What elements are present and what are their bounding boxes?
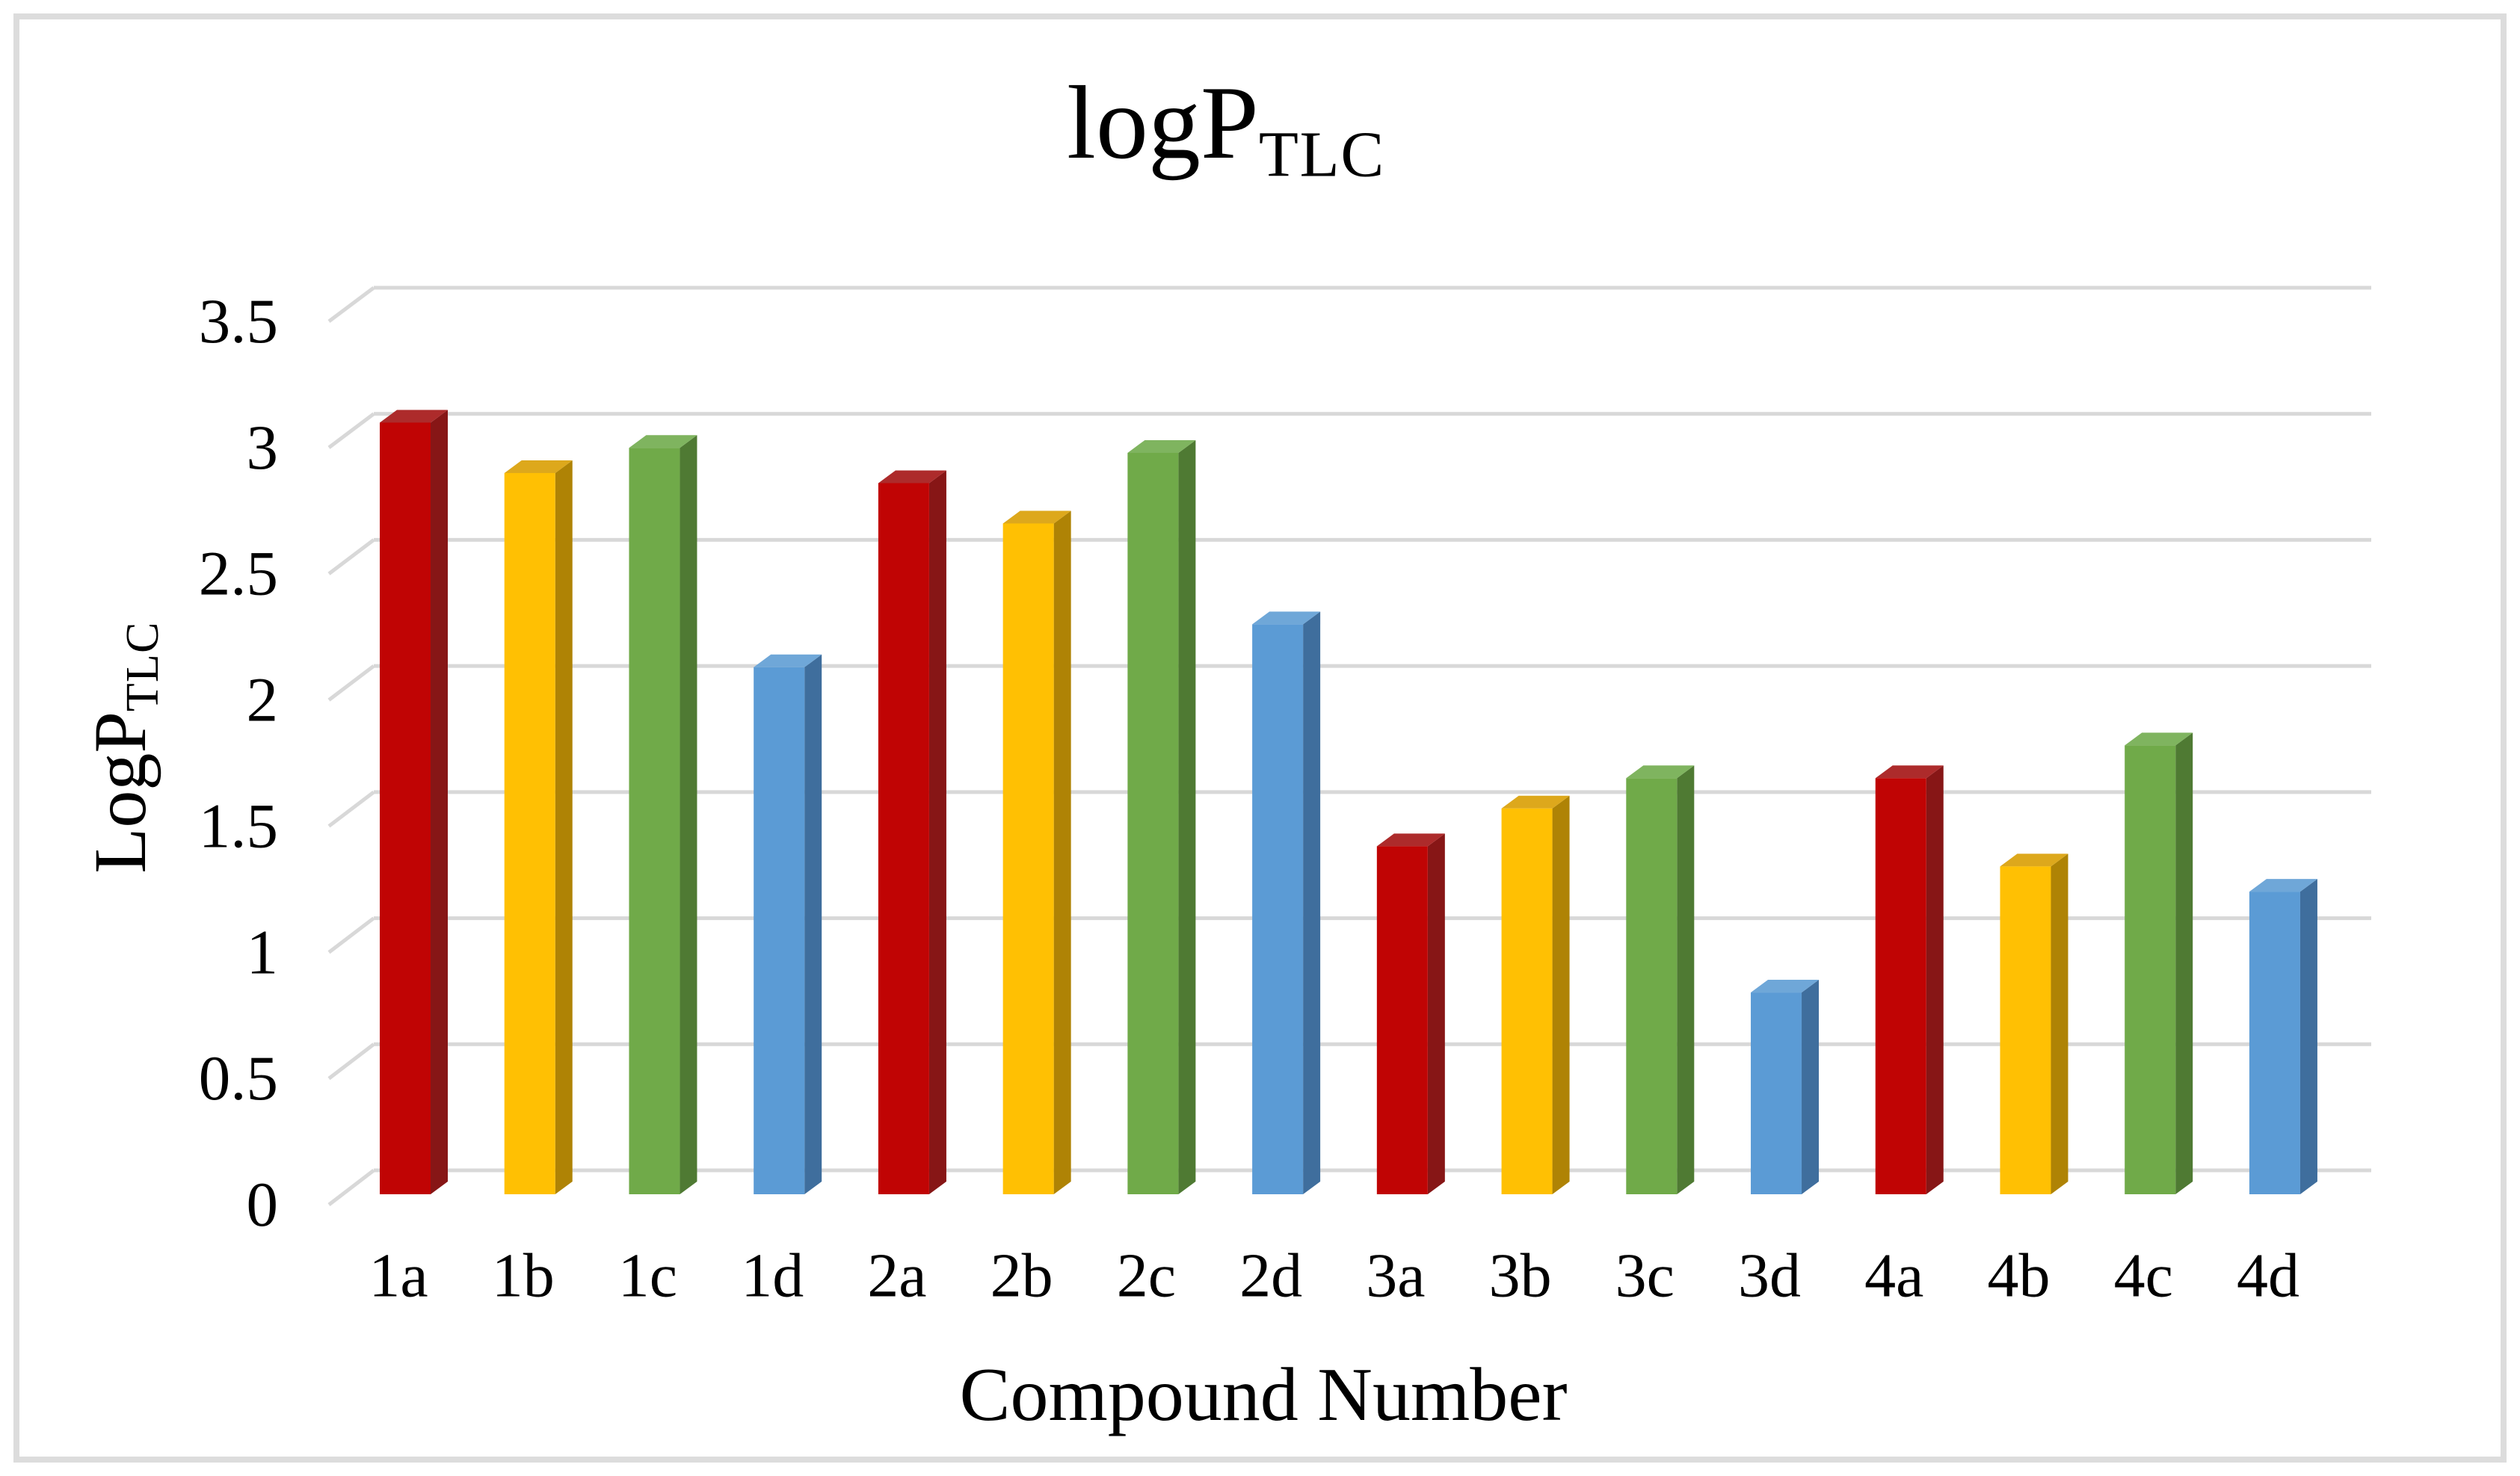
- bar-2b-front: [1002, 523, 1054, 1194]
- bar-4b-top: [2000, 853, 2068, 867]
- bar-4c-top: [2125, 732, 2193, 746]
- xtick-label-2b: 2b: [991, 1241, 1053, 1311]
- xtick-label-1b: 1b: [492, 1241, 555, 1311]
- bar-1a-front: [380, 422, 431, 1195]
- bar-2d-top: [1252, 611, 1321, 625]
- ytick-label-3: 3: [247, 413, 279, 483]
- bar-2c-side: [1178, 439, 1196, 1194]
- xtick-label-4b: 4b: [1987, 1241, 2050, 1311]
- bar-3d-side: [1802, 980, 1820, 1194]
- bar-2c-top: [1127, 439, 1196, 453]
- bar-1d-top: [754, 654, 822, 667]
- ytick-label-1.5: 1.5: [199, 791, 278, 861]
- ytick-diagonal-3.5: [327, 286, 375, 323]
- bar-1b-top: [504, 460, 573, 473]
- ytick-label-3.5: 3.5: [199, 286, 278, 356]
- bar-1d-front: [754, 667, 805, 1194]
- bar-4b-side: [2051, 853, 2068, 1194]
- ytick-diagonal-2: [327, 664, 375, 702]
- chart-title-main: logP: [1067, 65, 1259, 181]
- bar-3b-side: [1552, 795, 1570, 1194]
- xtick-label-3c: 3c: [1615, 1241, 1675, 1311]
- xtick-label-2c: 2c: [1117, 1241, 1176, 1311]
- chart-title: logPTLC: [1067, 66, 1385, 191]
- bar-3c-side: [1677, 765, 1695, 1194]
- bar-3d-front: [1751, 992, 1802, 1194]
- ytick-label-2: 2: [247, 665, 279, 735]
- ytick-label-0: 0: [247, 1170, 279, 1240]
- ytick-label-0.5: 0.5: [199, 1043, 278, 1114]
- xtick-label-1a: 1a: [369, 1241, 428, 1311]
- bar-1b-side: [555, 460, 573, 1194]
- bar-1a-side: [431, 410, 448, 1195]
- ytick-diagonal-2.5: [327, 538, 375, 575]
- xtick-label-4d: 4d: [2237, 1241, 2299, 1311]
- ytick-diagonal-0.5: [327, 1043, 375, 1081]
- xtick-label-4c: 4c: [2114, 1241, 2173, 1311]
- xtick-label-3d: 3d: [1738, 1241, 1801, 1311]
- bar-2a-side: [928, 470, 946, 1194]
- bar-1c-side: [680, 435, 697, 1194]
- xtick-label-2d: 2d: [1239, 1241, 1302, 1311]
- bar-1c-top: [629, 435, 697, 448]
- bar-3b-front: [1501, 808, 1553, 1194]
- xtick-label-1c: 1c: [618, 1241, 677, 1311]
- ytick-diagonal-1: [327, 916, 375, 954]
- bar-2d-side: [1303, 611, 1321, 1194]
- chart-title-subscript: TLC: [1258, 118, 1385, 191]
- ytick-diagonal-1.5: [327, 790, 375, 828]
- bar-4c-front: [2125, 745, 2176, 1194]
- bar-2b-top: [1002, 510, 1071, 524]
- xtick-label-3a: 3a: [1366, 1241, 1425, 1311]
- x-axis-title: Compound Number: [959, 1353, 1568, 1437]
- xtick-label-3b: 3b: [1489, 1241, 1552, 1311]
- bar-1d-side: [804, 654, 822, 1194]
- bar-4b-front: [2000, 866, 2051, 1194]
- bar-2a-front: [878, 483, 929, 1194]
- bar-4d-top: [2249, 879, 2317, 892]
- bar-3c-front: [1626, 778, 1678, 1194]
- bar-1a-top: [380, 410, 448, 423]
- bar-4a-top: [1875, 765, 1944, 779]
- bar-3a-side: [1427, 833, 1445, 1194]
- bar-3d-top: [1751, 980, 1820, 993]
- bar-3a-front: [1376, 846, 1428, 1194]
- bar-2b-side: [1053, 510, 1071, 1194]
- bar-4d-front: [2249, 892, 2300, 1194]
- xtick-label-1d: 1d: [741, 1241, 804, 1311]
- bar-2a-top: [878, 470, 946, 484]
- xtick-label-4a: 4a: [1864, 1241, 1923, 1311]
- xtick-label-2a: 2a: [867, 1241, 926, 1311]
- bar-4d-side: [2299, 879, 2317, 1194]
- ytick-label-1: 1: [247, 917, 279, 987]
- bar-1c-front: [629, 448, 680, 1194]
- bar-4c-side: [2175, 732, 2193, 1194]
- bar-2c-front: [1127, 452, 1179, 1194]
- ytick-diagonal-3: [327, 412, 375, 449]
- ytick-diagonal-0: [327, 1169, 375, 1206]
- bar-3c-top: [1626, 765, 1695, 779]
- bar-4a-side: [1926, 765, 1944, 1194]
- bar-4a-front: [1875, 778, 1926, 1194]
- bar-3a-top: [1376, 833, 1445, 847]
- bar-3b-top: [1501, 795, 1570, 809]
- bar-1b-front: [504, 472, 555, 1194]
- bar-2d-front: [1252, 624, 1304, 1194]
- ytick-label-2.5: 2.5: [199, 539, 278, 609]
